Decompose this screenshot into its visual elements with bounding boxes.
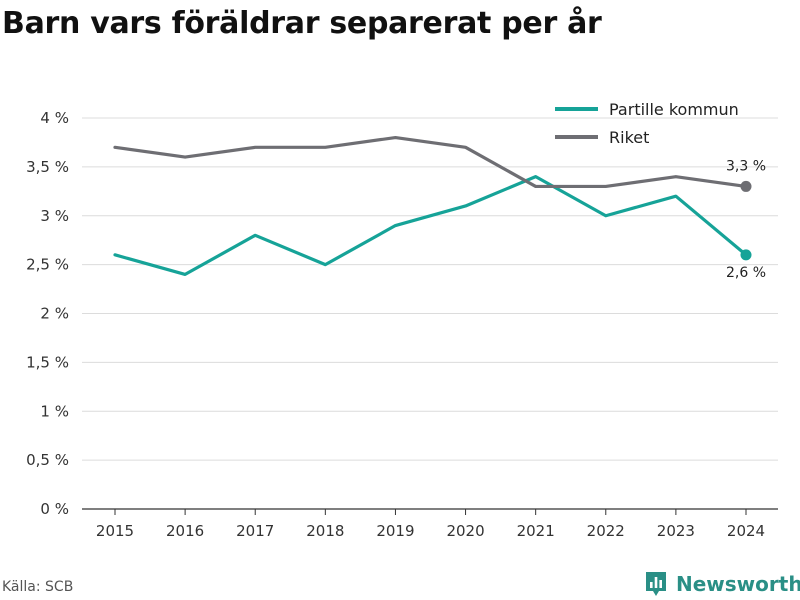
line-chart: 0 % 0,5 % 1 % 1,5 % 2 % 2,5 % 3 % 3,5 % 4 % 2015… bbox=[26, 100, 778, 540]
series-line-0 bbox=[113, 175, 748, 276]
y-tick-label: 3,5 % bbox=[26, 158, 69, 176]
y-tick-label: 2 % bbox=[40, 305, 69, 323]
grid-lines bbox=[82, 117, 778, 510]
y-tick-label: 3 % bbox=[40, 207, 69, 225]
y-tick-label: 1 % bbox=[40, 402, 69, 420]
y-tick-label: 1,5 % bbox=[26, 353, 69, 371]
x-tick-label: 2019 bbox=[376, 522, 414, 540]
newsworthy-logo-icon bbox=[646, 572, 666, 596]
y-tick-label: 0 % bbox=[40, 500, 69, 518]
source-note: Källa: SCB bbox=[2, 579, 74, 595]
brand-name: Newsworthy bbox=[676, 572, 800, 596]
x-tick-label: 2018 bbox=[306, 522, 344, 540]
legend-label-0: Partille kommun bbox=[609, 100, 739, 119]
x-tick-label: 2020 bbox=[446, 522, 484, 540]
x-tick-label: 2015 bbox=[96, 522, 134, 540]
y-tick-label: 4 % bbox=[40, 109, 69, 127]
x-tick-label: 2017 bbox=[236, 522, 274, 540]
x-axis: 2015 2016 2017 2018 2019 2020 2021 2022 2023 2024 bbox=[96, 509, 765, 540]
legend: Partille kommun Riket bbox=[555, 100, 739, 147]
x-tick-label: 2024 bbox=[727, 522, 765, 540]
legend-label-1: Riket bbox=[609, 128, 649, 147]
x-tick-label: 2022 bbox=[587, 522, 625, 540]
series-end-marker-1 bbox=[740, 180, 752, 192]
y-tick-label: 2,5 % bbox=[26, 256, 69, 274]
series-end-markers: 2,6 % 3,3 % bbox=[726, 158, 766, 280]
x-tick-label: 2023 bbox=[657, 522, 695, 540]
x-tick-label: 2021 bbox=[517, 522, 555, 540]
series-line-1 bbox=[113, 135, 748, 189]
y-axis: 0 % 0,5 % 1 % 1,5 % 2 % 2,5 % 3 % 3,5 % 4 % bbox=[26, 109, 69, 518]
series-end-label-0: 2,6 % bbox=[726, 265, 766, 281]
chart-title: Barn vars föräldrar separerat per år bbox=[2, 6, 602, 41]
x-tick-label: 2016 bbox=[166, 522, 204, 540]
y-tick-label: 0,5 % bbox=[26, 451, 69, 469]
brand-logo: Newsworthy bbox=[644, 570, 800, 598]
series-end-marker-0 bbox=[740, 249, 752, 261]
series-lines bbox=[113, 135, 748, 276]
series-end-label-1: 3,3 % bbox=[726, 158, 766, 174]
